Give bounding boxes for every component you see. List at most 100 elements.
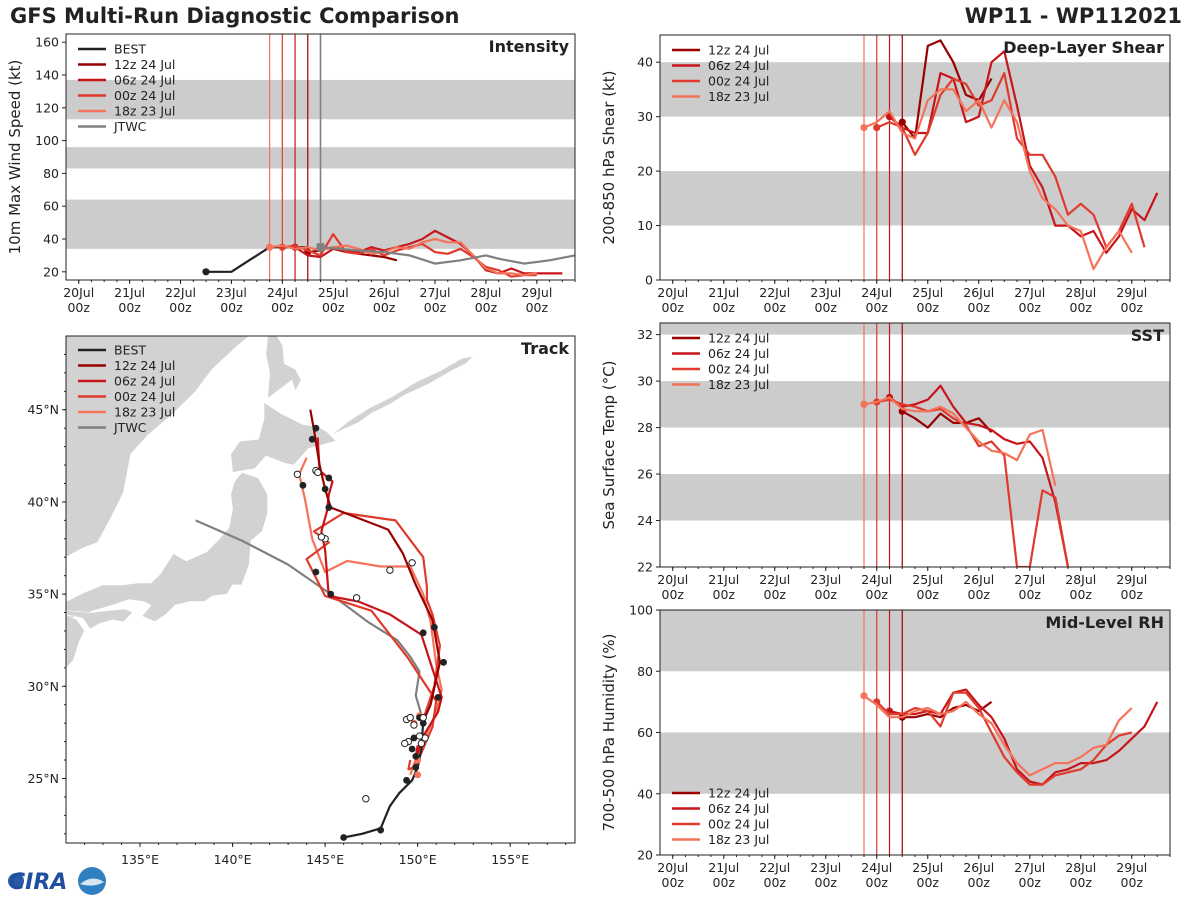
- x-tick-label: 29Jul: [1116, 860, 1147, 875]
- track-position-marker-open: [406, 713, 414, 722]
- x-tick-label: 00z: [322, 300, 345, 315]
- track-position-marker: [325, 504, 333, 511]
- y-tick-label: 80: [637, 664, 653, 679]
- cira-logo-text: CIRA: [9, 870, 67, 895]
- x-tick-label: 20Jul: [657, 572, 688, 587]
- legend-label: 18z 23 Jul: [708, 89, 769, 104]
- legend-label: JTWC: [113, 119, 147, 134]
- x-tick-label: 23Jul: [810, 572, 841, 587]
- legend-label: 06z 24 Jul: [708, 346, 769, 361]
- series-start-point: [860, 400, 868, 408]
- panel-title: Intensity: [489, 37, 570, 56]
- series-line-12z-24-jul: [901, 39, 993, 140]
- land-polygon: [230, 401, 337, 473]
- series-line-06z-24-jul: [889, 688, 1159, 786]
- x-tick-label: 29Jul: [1116, 572, 1147, 587]
- track-position-marker: [327, 590, 335, 598]
- track-position-marker: [403, 776, 410, 784]
- series-line-best: [206, 246, 308, 273]
- y-tick-label: 80: [43, 166, 59, 181]
- x-tick-label: 23Jul: [810, 285, 841, 300]
- x-tick-label: 00z: [662, 587, 685, 602]
- legend-label: 06z 24 Jul: [114, 374, 175, 389]
- series-start-point: [873, 123, 881, 132]
- legend-label: 00z 24 Jul: [114, 88, 175, 103]
- x-tick-label: 27Jul: [420, 285, 451, 300]
- x-tick-label: 00z: [713, 587, 736, 602]
- y-tick-label: 60: [43, 199, 59, 214]
- x-tick-label: 28Jul: [470, 285, 501, 300]
- x-tick-label: 00z: [968, 875, 991, 890]
- track-position-marker: [299, 481, 307, 489]
- y-tick-label: 20: [637, 164, 653, 179]
- x-tick-label: 22Jul: [759, 285, 790, 300]
- shaded-band: [660, 323, 1170, 335]
- legend-label: 12z 24 Jul: [114, 57, 175, 72]
- y-axis-label: Sea Surface Temp (°C): [600, 360, 618, 529]
- series-line-06z-24-jul: [888, 384, 1070, 567]
- x-tick-label: 24Jul: [861, 285, 892, 300]
- y-tick-label: 24: [637, 513, 653, 528]
- x-tick-label: 00z: [713, 300, 736, 315]
- x-tick-label: 140°E: [214, 852, 252, 867]
- cira-logo: CIRA: [8, 867, 106, 895]
- series-line-18z-23-jul: [863, 88, 1133, 271]
- x-tick-label: 00z: [866, 587, 889, 602]
- y-tick-label: 40°N: [27, 494, 59, 509]
- series-line-18z-23-jul: [863, 694, 1133, 777]
- track-position-marker: [340, 834, 348, 841]
- track-position-marker-open: [408, 559, 416, 567]
- shaded-band: [660, 474, 1170, 521]
- x-tick-label: 29Jul: [521, 285, 552, 300]
- legend-label: 12z 24 Jul: [708, 331, 769, 346]
- series-group: [860, 384, 1070, 567]
- track-line-12z-24-jul: [309, 409, 441, 722]
- panel-rh: 20Jul00z21Jul00z22Jul00z23Jul00z24Jul00z…: [600, 603, 1171, 890]
- y-tick-label: 10: [637, 218, 653, 233]
- y-tick-label: 140: [35, 68, 59, 83]
- track-position-marker-open: [352, 594, 361, 602]
- x-tick-label: 00z: [764, 300, 787, 315]
- land-polygon: [66, 608, 134, 630]
- legend-label: 18z 23 Jul: [708, 377, 769, 392]
- x-tick-label: 00z: [1121, 300, 1144, 315]
- track-position-marker-open: [314, 468, 322, 477]
- x-tick-label: 21Jul: [708, 285, 739, 300]
- storm-id: WP11 - WP112021: [964, 4, 1182, 28]
- jtwc-marker: [316, 243, 325, 252]
- series-line-18z-23-jul: [269, 237, 537, 277]
- y-tick-label: 28: [637, 420, 653, 435]
- legend-label: 06z 24 Jul: [708, 58, 769, 73]
- x-tick-label: 00z: [815, 300, 838, 315]
- track-position-marker: [321, 485, 329, 493]
- track-position-marker: [325, 474, 333, 482]
- track-line-best: [343, 721, 425, 839]
- track-line-jtwc: [195, 519, 425, 722]
- y-tick-label: 35°N: [27, 587, 59, 602]
- x-tick-label: 00z: [866, 875, 889, 890]
- x-tick-label: 24Jul: [861, 572, 892, 587]
- x-tick-label: 00z: [424, 300, 447, 315]
- x-tick-label: 26Jul: [963, 285, 994, 300]
- x-tick-label: 00z: [271, 300, 294, 315]
- track-position-marker: [312, 568, 320, 576]
- y-tick-label: 120: [35, 100, 59, 115]
- land-polygon: [66, 336, 250, 558]
- x-tick-label: 23Jul: [216, 285, 247, 300]
- x-tick-label: 00z: [1070, 300, 1093, 315]
- panel-shear: 20Jul00z21Jul00z22Jul00z23Jul00z24Jul00z…: [600, 34, 1171, 315]
- track-position-marker: [408, 745, 416, 753]
- track-position-marker-open: [415, 732, 424, 740]
- track-position-marker-open: [386, 566, 394, 574]
- track-position-marker: [419, 719, 427, 727]
- panel-sst: 20Jul00z21Jul00z22Jul00z23Jul00z24Jul00z…: [600, 322, 1171, 602]
- series-start-point: [202, 268, 210, 276]
- legend-label: 12z 24 Jul: [708, 786, 769, 801]
- x-tick-label: 28Jul: [1065, 285, 1096, 300]
- series-start-point: [860, 692, 868, 700]
- shaded-band: [660, 610, 1170, 672]
- track-position-marker: [434, 693, 442, 701]
- y-tick-label: 60: [637, 725, 653, 740]
- y-tick-label: 25°N: [27, 771, 59, 786]
- track-position-marker: [430, 623, 438, 631]
